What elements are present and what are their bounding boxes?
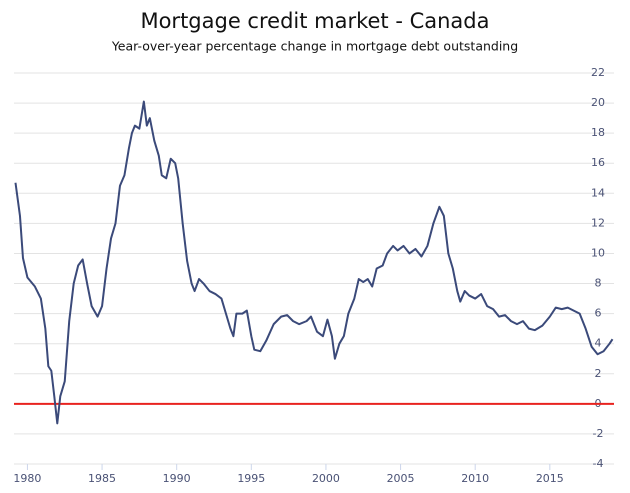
y-tick-label: 4 (595, 337, 602, 350)
y-tick-label: 8 (595, 277, 602, 290)
y-tick-label: -4 (593, 457, 604, 470)
x-tick-label: 2000 (312, 472, 340, 485)
x-tick-label: 1995 (237, 472, 265, 485)
x-tick-label: 2005 (387, 472, 415, 485)
x-tick-label: 2010 (461, 472, 489, 485)
y-tick-label: 12 (591, 216, 605, 229)
y-tick-label: -2 (593, 427, 604, 440)
y-tick-label: 20 (591, 96, 605, 109)
y-tick-label: 16 (591, 156, 605, 169)
x-tick-label: 1985 (88, 472, 116, 485)
y-tick-label: 22 (591, 66, 605, 79)
x-tick-label: 1980 (13, 472, 41, 485)
chart-title: Mortgage credit market - Canada (140, 9, 489, 33)
x-tick-label: 1990 (163, 472, 191, 485)
y-tick-label: 14 (591, 186, 605, 199)
y-tick-label: 2 (595, 367, 602, 380)
data-line (14, 100, 614, 425)
y-tick-label: 6 (595, 307, 602, 320)
x-tick-label: 2015 (536, 472, 564, 485)
chart-subtitle: Year-over-year percentage change in mort… (111, 39, 518, 54)
y-tick-label: 10 (591, 246, 605, 259)
y-tick-label: 18 (591, 126, 605, 139)
